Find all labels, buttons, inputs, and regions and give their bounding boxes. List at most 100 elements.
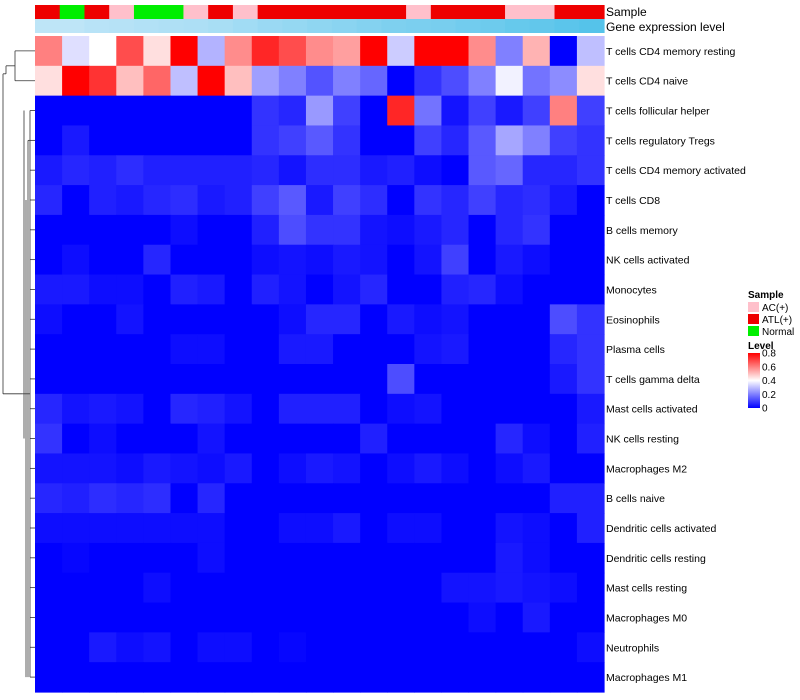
- heatmap-cell: [35, 572, 63, 604]
- heatmap-cell: [251, 393, 280, 425]
- heatmap-cell: [468, 304, 497, 335]
- row-label: Mast cells activated: [606, 404, 698, 416]
- heatmap-cell: [143, 214, 172, 246]
- heatmap-cell: [522, 244, 551, 276]
- heatmap-cell: [414, 125, 443, 156]
- heatmap-cell: [251, 662, 280, 693]
- heatmap-cell: [89, 155, 117, 186]
- heatmap-cell: [278, 334, 307, 365]
- heatmap-cell: [251, 36, 280, 67]
- heatmap-cell: [441, 453, 470, 484]
- heatmap-cell: [414, 214, 443, 246]
- heatmap-cell: [468, 453, 497, 484]
- heatmap-cell: [197, 483, 226, 514]
- heatmap-cell: [116, 274, 144, 305]
- heatmap-cell: [387, 65, 415, 97]
- expression-annotation-cell: [183, 19, 209, 33]
- heatmap-cell: [197, 334, 226, 365]
- heatmap-cell: [576, 95, 605, 127]
- expression-annotation-cell: [84, 19, 110, 33]
- heatmap-cell: [35, 453, 63, 484]
- heatmap-cell: [333, 274, 361, 305]
- heatmap-cell: [251, 214, 280, 246]
- heatmap-cell: [62, 125, 90, 156]
- sample-legend: Sample AC(+)ATL(+)Normal: [748, 290, 794, 338]
- sample-annotation-cell: [183, 5, 209, 19]
- heatmap-cell: [333, 185, 361, 216]
- heatmap-cell: [414, 185, 443, 216]
- heatmap-cell: [278, 155, 307, 186]
- heatmap-cell: [495, 125, 524, 156]
- heatmap-cell: [62, 155, 90, 186]
- expression-annotation-cell: [455, 19, 481, 33]
- heatmap-cell: [224, 513, 253, 544]
- heatmap-cell: [495, 65, 524, 97]
- heatmap-cell: [522, 393, 551, 425]
- heatmap-cell: [116, 423, 144, 455]
- heatmap-cell: [170, 453, 199, 484]
- heatmap-cell: [495, 602, 524, 633]
- sample-annotation-cell: [455, 5, 481, 19]
- heatmap-cell: [251, 513, 280, 544]
- heatmap-cell: [387, 334, 415, 365]
- expression-annotation-cell: [529, 19, 556, 33]
- sample-annotation-label: Sample: [606, 5, 647, 19]
- heatmap-cell: [360, 185, 388, 216]
- heatmap-cell: [278, 423, 307, 455]
- heatmap-cell: [522, 632, 551, 663]
- level-legend-tick: 0.4: [762, 376, 776, 387]
- heatmap-cell: [35, 65, 63, 97]
- heatmap-cell: [468, 185, 497, 216]
- heatmap-cell: [116, 304, 144, 335]
- expression-annotation-cell: [430, 19, 457, 33]
- heatmap-cell: [576, 572, 605, 604]
- heatmap-cell: [333, 423, 361, 455]
- expression-annotation-cell: [59, 19, 86, 33]
- heatmap-cell: [224, 185, 253, 216]
- heatmap-cell: [387, 602, 415, 633]
- heatmap-cell: [116, 632, 144, 663]
- heatmap-cell: [468, 214, 497, 246]
- heatmap-cell: [468, 542, 497, 574]
- sample-annotation-cell: [133, 5, 160, 19]
- heatmap-cell: [197, 125, 226, 156]
- heatmap-cell: [251, 572, 280, 604]
- heatmap-cell: [143, 542, 172, 574]
- level-legend-tick: 0.2: [762, 390, 776, 401]
- heatmap-cell: [251, 602, 280, 633]
- heatmap-cell: [62, 393, 90, 425]
- row-label: NK cells resting: [606, 434, 679, 446]
- heatmap-cell: [197, 304, 226, 335]
- heatmap-cell: [333, 662, 361, 693]
- sample-annotation-cell: [158, 5, 185, 19]
- heatmap-cell: [360, 274, 388, 305]
- heatmap-cell: [143, 155, 172, 186]
- heatmap-cell: [387, 244, 415, 276]
- heatmap-cell: [360, 602, 388, 633]
- heatmap-cell: [549, 423, 578, 455]
- heatmap-cell: [224, 393, 253, 425]
- heatmap-cell: [387, 155, 415, 186]
- heatmap-cell: [414, 483, 443, 514]
- heatmap-cell: [360, 95, 388, 127]
- heatmap-cell: [414, 542, 443, 574]
- heatmap-cell: [522, 334, 551, 365]
- row-dendrogram: [2, 50, 35, 678]
- heatmap-cell: [116, 453, 144, 484]
- heatmap-cell: [35, 304, 63, 335]
- heatmap-cell: [333, 542, 361, 574]
- heatmap-cell: [468, 483, 497, 514]
- heatmap-cell: [170, 423, 199, 455]
- heatmap-cell: [35, 95, 63, 127]
- heatmap-cell: [522, 513, 551, 544]
- heatmap-cell: [495, 304, 524, 335]
- sample-annotation-cell: [84, 5, 110, 19]
- heatmap-cell: [576, 304, 605, 335]
- heatmap-cell: [441, 513, 470, 544]
- row-label: Neutrophils: [606, 642, 659, 654]
- expression-annotation-cell: [356, 19, 382, 33]
- heatmap-cell: [62, 542, 90, 574]
- sample-annotation-cell: [505, 5, 531, 19]
- heatmap-cell: [414, 36, 443, 67]
- heatmap-cell: [414, 602, 443, 633]
